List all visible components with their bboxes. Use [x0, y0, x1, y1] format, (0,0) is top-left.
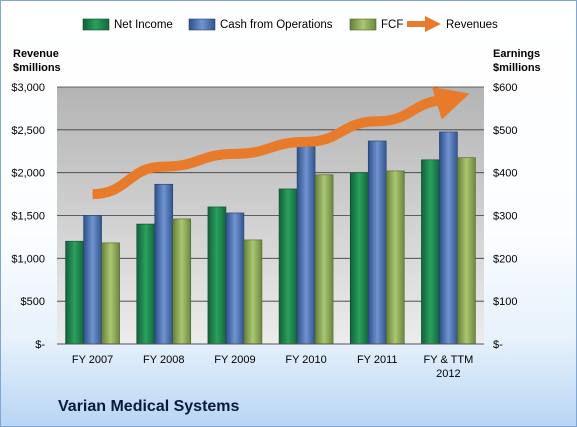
x-tick-label: FY 2011 [357, 354, 398, 366]
x-tick-label: FY 2010 [285, 354, 326, 366]
bar-net-income [207, 206, 227, 345]
legend-label-revenues: Revenues [446, 19, 498, 31]
bar-fcf [101, 242, 120, 345]
right-tick-label: $500 [493, 125, 517, 137]
left-tick-label: $500 [21, 296, 45, 308]
bar-cash-from-operations [296, 146, 316, 345]
x-tick-label: FY 2008 [143, 354, 184, 366]
bar-net-income [349, 172, 369, 345]
revenue-line-path [92, 94, 449, 200]
bar-cash-from-operations [367, 140, 387, 345]
legend-label-cash-from-operations: Cash from Operations [220, 19, 333, 31]
legend-swatch-cash-from-operations [188, 18, 216, 31]
right-axis-title-line-1: Earnings [493, 48, 541, 60]
left-tick-label: $3,000 [11, 82, 45, 94]
right-axis-title-line-2: $millions [493, 62, 541, 74]
legend-swatch-net-income [82, 18, 110, 31]
x-tick-label: 2012 [436, 368, 460, 380]
x-tick-label: FY 2009 [214, 354, 255, 366]
bar-fcf [314, 174, 334, 345]
x-tick-label: FY & TTM [424, 354, 474, 366]
grid-lines [57, 86, 484, 302]
bar-fcf [243, 239, 263, 345]
legend-arrow-revenues [425, 16, 441, 32]
right-tick-label: $600 [493, 82, 517, 94]
right-tick-label: $300 [493, 211, 517, 223]
legend-label-fcf: FCF [381, 19, 403, 31]
bar-fcf [172, 218, 192, 345]
bar-fcf [457, 157, 476, 345]
left-tick-label: $2,000 [11, 168, 45, 180]
legend: Net Income Cash from Operations FCF Revenue… [82, 16, 498, 32]
revenue-arrow-head [432, 87, 470, 120]
right-tick-label: $200 [493, 253, 517, 265]
left-tick-label: $1,000 [11, 253, 45, 265]
bar-net-income [278, 188, 298, 345]
right-axis-title: Earnings $millions [493, 47, 541, 75]
legend-swatch-fcf [349, 18, 377, 31]
bar-cash-from-operations [439, 131, 458, 345]
bar-cash-from-operations [83, 215, 102, 345]
left-tick-label: $- [35, 339, 45, 351]
bar-series [65, 131, 476, 345]
bar-net-income [421, 159, 440, 345]
bar-cash-from-operations [225, 212, 245, 345]
left-tick-label: $1,500 [11, 211, 45, 223]
bar-net-income [136, 223, 156, 345]
left-axis-title-line-2: $millions [13, 62, 61, 74]
legend-label-net-income: Net Income [114, 19, 173, 31]
bar-net-income [65, 240, 84, 345]
bar-cash-from-operations [154, 183, 174, 345]
right-tick-label: $400 [493, 168, 517, 180]
revenue-line [92, 87, 470, 200]
bar-fcf [385, 170, 405, 345]
axes: $- $500 $1,000 $1,500 $2,000 $2,500 $3,000 $- $1… [11, 82, 517, 380]
left-axis-title-line-1: Revenue [13, 48, 59, 60]
left-tick-label: $2,500 [11, 125, 45, 137]
left-axis-title: Revenue $millions [13, 47, 61, 75]
x-tick-label: FY 2007 [72, 354, 113, 366]
chart-title: Varian Medical Systems [58, 398, 240, 415]
right-tick-label: $100 [493, 296, 517, 308]
right-tick-label: $- [493, 339, 503, 351]
